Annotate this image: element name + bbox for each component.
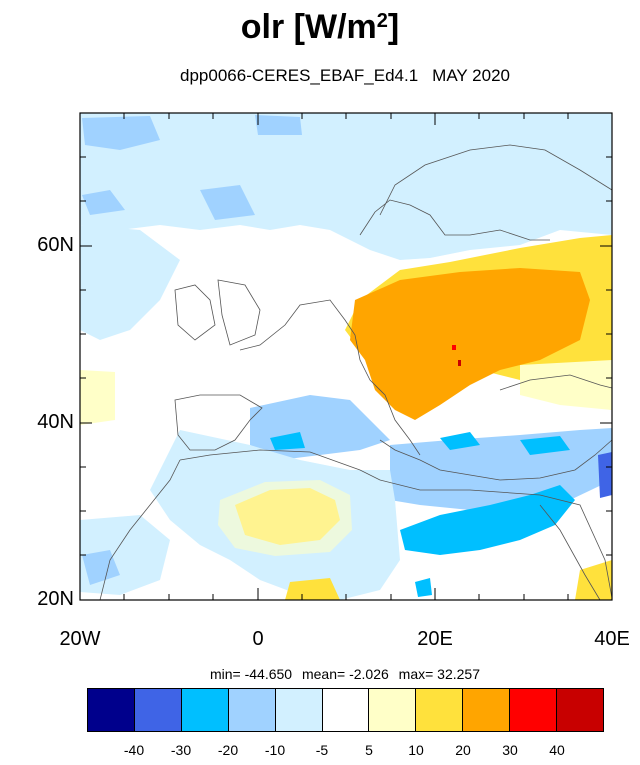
colorbar-swatch (88, 689, 135, 731)
colorbar-swatch (463, 689, 511, 731)
colorbar-swatch (322, 689, 370, 731)
colorbar-tick-label: -5 (315, 742, 329, 758)
field-light-blue-north (80, 113, 612, 260)
colorbar-swatch (416, 689, 464, 731)
subtitle-run: dpp0066-CERES_EBAF_Ed4.1 (180, 66, 419, 85)
colorbar-swatch (557, 689, 603, 731)
field-blue-north-4 (82, 190, 125, 215)
colorbar-swatch (181, 689, 229, 731)
field-light-blue-west (80, 225, 180, 340)
field-pale-yellow-sahara (218, 480, 352, 556)
field-blue-south-dot (415, 578, 432, 597)
colorbar-tick-label: 5 (365, 742, 373, 758)
colorbar (87, 688, 604, 732)
field-blue-dots-3 (270, 432, 305, 450)
colorbar-tick-label: 20 (455, 742, 471, 758)
x-label-40e: 40E (594, 628, 630, 650)
field-blue-dots-2 (520, 436, 570, 455)
colorbar-tick-label: 40 (549, 742, 565, 758)
colorbar-tick-label: -10 (264, 742, 286, 758)
x-label-0: 0 (252, 628, 264, 650)
colorbar-swatch (228, 689, 276, 731)
map-title: olr [W/m2] (240, 8, 400, 46)
field-yellow-se (575, 560, 612, 600)
stat-min: min= -44.650 (209, 666, 293, 682)
field-deep-blue-east (400, 485, 575, 555)
colorbar-tick-label: 30 (502, 742, 518, 758)
field-blue-east-bar (598, 452, 612, 498)
x-label-20w: 20W (59, 628, 101, 650)
colorbar-swatch (134, 689, 182, 731)
field-red-spot (452, 345, 456, 350)
colorbar-swatch (369, 689, 417, 731)
field-pale-yellow-west (80, 370, 115, 425)
field-statistics: min= -44.650 mean= -2.026 max= 32.257 (0, 666, 640, 682)
colorbar-swatch (510, 689, 558, 731)
stat-mean: mean= -2.026 (301, 666, 389, 682)
stat-max: max= 32.257 (398, 666, 481, 682)
field-red-spot-2 (458, 360, 461, 366)
field-blue-north-1 (82, 116, 160, 150)
y-label-20n: 20N (37, 588, 74, 610)
colorbar-tick-label: -40 (123, 742, 145, 758)
map-subtitle: dpp0066-CERES_EBAF_Ed4.1 MAY 2020 (0, 66, 640, 86)
colorbar-tick-label: -20 (217, 742, 239, 758)
field-yellow-south (285, 578, 340, 600)
field-pale-yellow-east (520, 360, 612, 410)
x-label-20e: 20E (417, 628, 453, 650)
field-blue-north-2 (255, 115, 302, 135)
y-label-40n: 40N (37, 411, 74, 433)
colorbar-swatch (275, 689, 323, 731)
colorbar-tick-label: -30 (170, 742, 192, 758)
olr-anomaly-map (79, 112, 613, 601)
colorbar-tick-label: 10 (408, 742, 424, 758)
coastlines (99, 144, 613, 601)
y-label-60n: 60N (37, 234, 74, 256)
axis-ticks (79, 113, 613, 601)
field-blue-dots-1 (440, 432, 480, 450)
field-blue-north-3 (200, 185, 255, 220)
subtitle-period: MAY 2020 (432, 66, 510, 85)
field-orange-central (350, 268, 590, 420)
